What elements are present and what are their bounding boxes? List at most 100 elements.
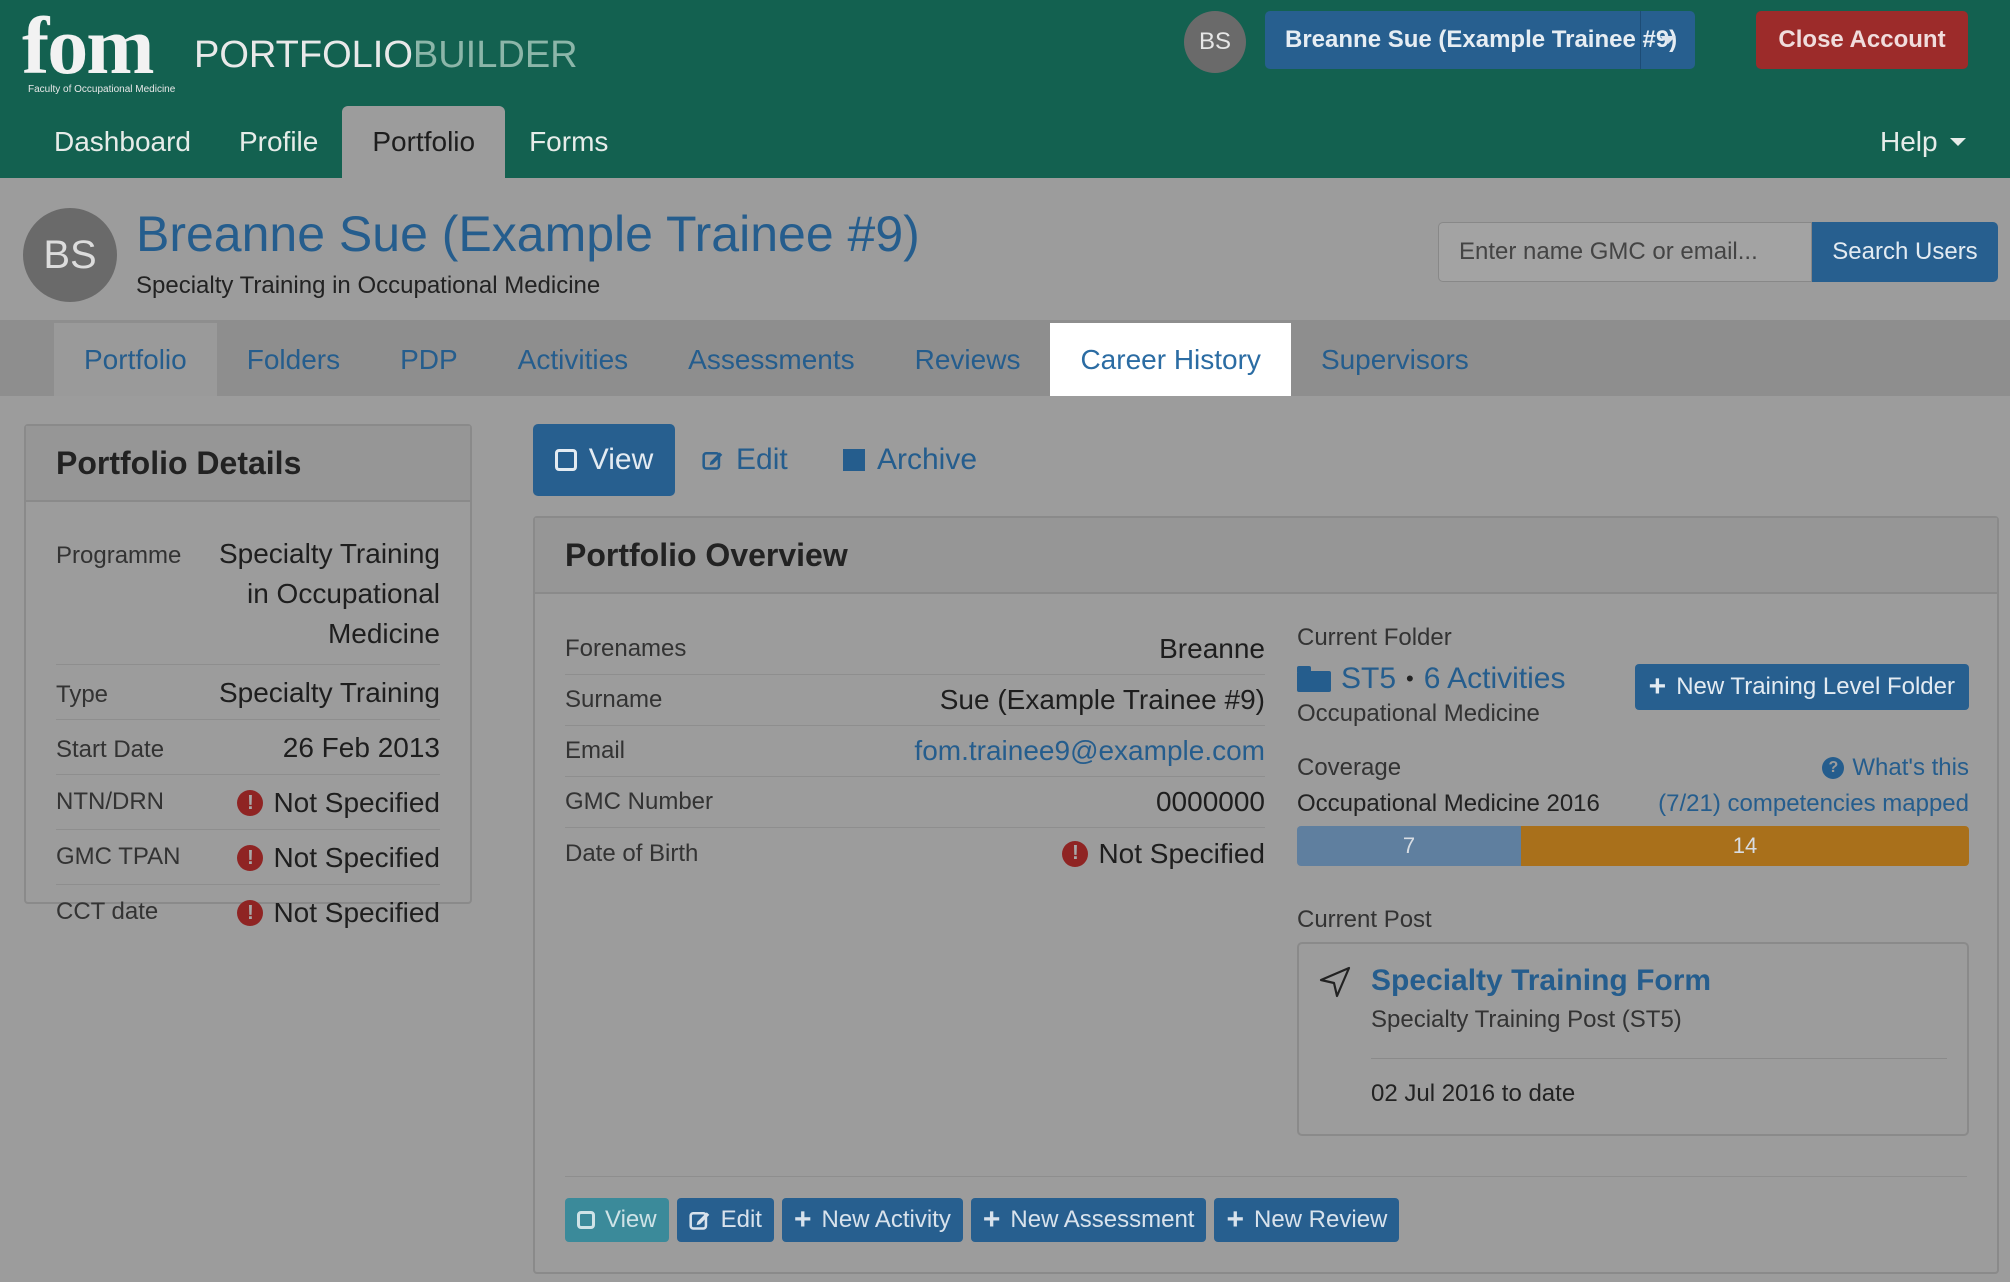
overview-row-surname: Surname Sue (Example Trainee #9): [565, 675, 1265, 726]
post-title-link[interactable]: Specialty Training Form: [1371, 964, 1712, 997]
square-icon: [843, 449, 865, 471]
overview-value: 0000000: [1155, 786, 1265, 817]
overview-details-list: Forenames Breanne Surname Sue (Example T…: [565, 624, 1265, 879]
detail-row-ntn-drn: NTN/DRN ! Not Specified: [56, 775, 440, 830]
overview-label: Forenames: [565, 635, 687, 662]
detail-value: Not Specified: [273, 897, 440, 928]
question-circle-icon: ?: [1822, 757, 1845, 779]
overview-label: Email: [565, 737, 626, 764]
whats-this-label: What's this: [1852, 754, 1969, 781]
user-menu-toggle[interactable]: [1640, 11, 1695, 69]
location-arrow-icon: [1319, 966, 1351, 998]
edit-button[interactable]: Edit: [702, 424, 788, 496]
archive-label: Archive: [877, 443, 978, 476]
page-title: Breanne Sue (Example Trainee #9): [136, 206, 920, 262]
card-divider: [565, 1176, 1967, 1177]
overview-edit-button[interactable]: Edit: [676, 1198, 774, 1242]
view-button[interactable]: View: [533, 424, 675, 496]
overview-row-gmc-number: GMC Number 0000000: [565, 777, 1265, 828]
detail-row-cct-date: CCT date ! Not Specified: [56, 885, 440, 939]
nav-portfolio[interactable]: Portfolio: [342, 106, 506, 178]
coverage-bar[interactable]: 7 14: [1297, 826, 1969, 866]
logo-text: fom: [22, 0, 155, 91]
not-specified-value: ! Not Specified: [237, 787, 440, 819]
help-label: Help: [1880, 126, 1938, 157]
current-post-box: Specialty Training Form Specialty Traini…: [1297, 942, 1969, 1136]
button-label: New Assessment: [1010, 1206, 1195, 1233]
coverage-header: Coverage ? What's this: [1297, 754, 1969, 782]
main-nav: Dashboard Profile Portfolio Forms: [30, 106, 632, 178]
overview-row-forenames: Forenames Breanne: [565, 624, 1265, 675]
view-label: View: [588, 443, 654, 476]
portfolio-details-panel: Portfolio Details Programme Specialty Tr…: [24, 424, 472, 928]
folder-activities: 6 Activities: [1423, 662, 1566, 695]
email-link[interactable]: fom.trainee9@example.com: [914, 735, 1265, 766]
user-avatar[interactable]: BS: [1184, 11, 1246, 73]
plus-icon: +: [1648, 670, 1667, 703]
whats-this-link[interactable]: ? What's this: [1822, 754, 1969, 782]
current-post-label: Current Post: [1297, 906, 1432, 933]
brand-part-2: BUILDER: [412, 34, 578, 76]
tab-pdp[interactable]: PDP: [400, 343, 458, 375]
edit-icon: [702, 451, 723, 470]
nav-forms[interactable]: Forms: [529, 126, 609, 157]
archive-button[interactable]: Archive: [843, 424, 977, 496]
button-label: Edit: [720, 1206, 762, 1233]
tab-reviews[interactable]: Reviews: [914, 343, 1021, 375]
current-folder-link[interactable]: ST5 • 6 Activities: [1297, 662, 1969, 696]
tab-career-history[interactable]: Career History: [1050, 323, 1291, 396]
nav-dashboard[interactable]: Dashboard: [54, 126, 191, 157]
search-users-input[interactable]: [1438, 222, 1812, 282]
nav-profile[interactable]: Profile: [238, 126, 319, 157]
fom-logo[interactable]: fom Faculty of Occupational Medicine: [22, 0, 175, 96]
post-divider: [1371, 1058, 1947, 1059]
not-specified-value: ! Not Specified: [237, 897, 440, 929]
new-assessment-button[interactable]: + New Assessment: [970, 1198, 1207, 1242]
current-folder-label: Current Folder: [1297, 624, 1452, 651]
competencies-mapped-link[interactable]: (7/21) competencies mapped: [1658, 790, 1969, 817]
overview-label: Date of Birth: [565, 839, 699, 867]
coverage-mapped-segment: 7: [1297, 826, 1521, 866]
detail-value: Specialty Training: [218, 677, 440, 708]
tab-folders[interactable]: Folders: [246, 343, 341, 375]
detail-row-programme: Programme Specialty Training in Occupati…: [56, 522, 440, 665]
overview-right-column: Current Folder ST5 • 6 Activities + New …: [1297, 624, 1969, 1136]
details-list: Programme Specialty Training in Occupati…: [26, 502, 470, 939]
trainee-avatar: BS: [23, 208, 117, 302]
edit-label: Edit: [736, 443, 788, 476]
overview-value: Not Specified: [1098, 837, 1265, 869]
logo-caption: Faculty of Occupational Medicine: [28, 84, 176, 95]
detail-row-type: Type Specialty Training: [56, 665, 440, 720]
card-title: Portfolio Overview: [535, 518, 1997, 594]
plus-icon: +: [793, 1203, 812, 1236]
not-specified-value: ! Not Specified: [1062, 838, 1265, 870]
new-activity-button[interactable]: + New Activity: [781, 1198, 963, 1242]
curriculum-name: Occupational Medicine 2016: [1297, 790, 1600, 817]
tab-supervisors[interactable]: Supervisors: [1320, 343, 1469, 375]
close-account-button[interactable]: Close Account: [1756, 11, 1968, 69]
detail-label: Programme: [56, 542, 182, 569]
caret-down-icon: [1949, 138, 1966, 146]
detail-row-gmc-tpan: GMC TPAN ! Not Specified: [56, 830, 440, 885]
tab-portfolio[interactable]: Portfolio: [54, 323, 217, 396]
user-menu-button[interactable]: Breanne Sue (Example Trainee #9): [1265, 11, 1695, 69]
new-training-level-folder-button[interactable]: + New Training Level Folder: [1634, 664, 1969, 710]
coverage-unmapped-segment: 14: [1521, 826, 1969, 866]
overview-view-button[interactable]: View: [565, 1198, 669, 1242]
exclamation-circle-icon: !: [237, 845, 264, 871]
search-users-button[interactable]: Search Users: [1812, 222, 1998, 282]
overview-value: Sue (Example Trainee #9): [939, 684, 1265, 715]
panel-title: Portfolio Details: [26, 426, 470, 502]
exclamation-circle-icon: !: [237, 900, 264, 926]
separator-dot: •: [1406, 666, 1414, 691]
page-subtitle: Specialty Training in Occupational Medic…: [136, 272, 601, 299]
new-folder-label: New Training Level Folder: [1676, 673, 1955, 700]
folder-level: ST5: [1341, 662, 1397, 695]
tab-activities[interactable]: Activities: [517, 343, 629, 375]
tab-assessments[interactable]: Assessments: [688, 343, 855, 375]
button-label: New Review: [1254, 1206, 1388, 1233]
new-review-button[interactable]: + New Review: [1214, 1198, 1400, 1242]
button-label: New Activity: [821, 1206, 951, 1233]
help-menu[interactable]: Help: [1880, 106, 1966, 178]
post-date: 02 Jul 2016 to date: [1371, 1080, 1576, 1107]
